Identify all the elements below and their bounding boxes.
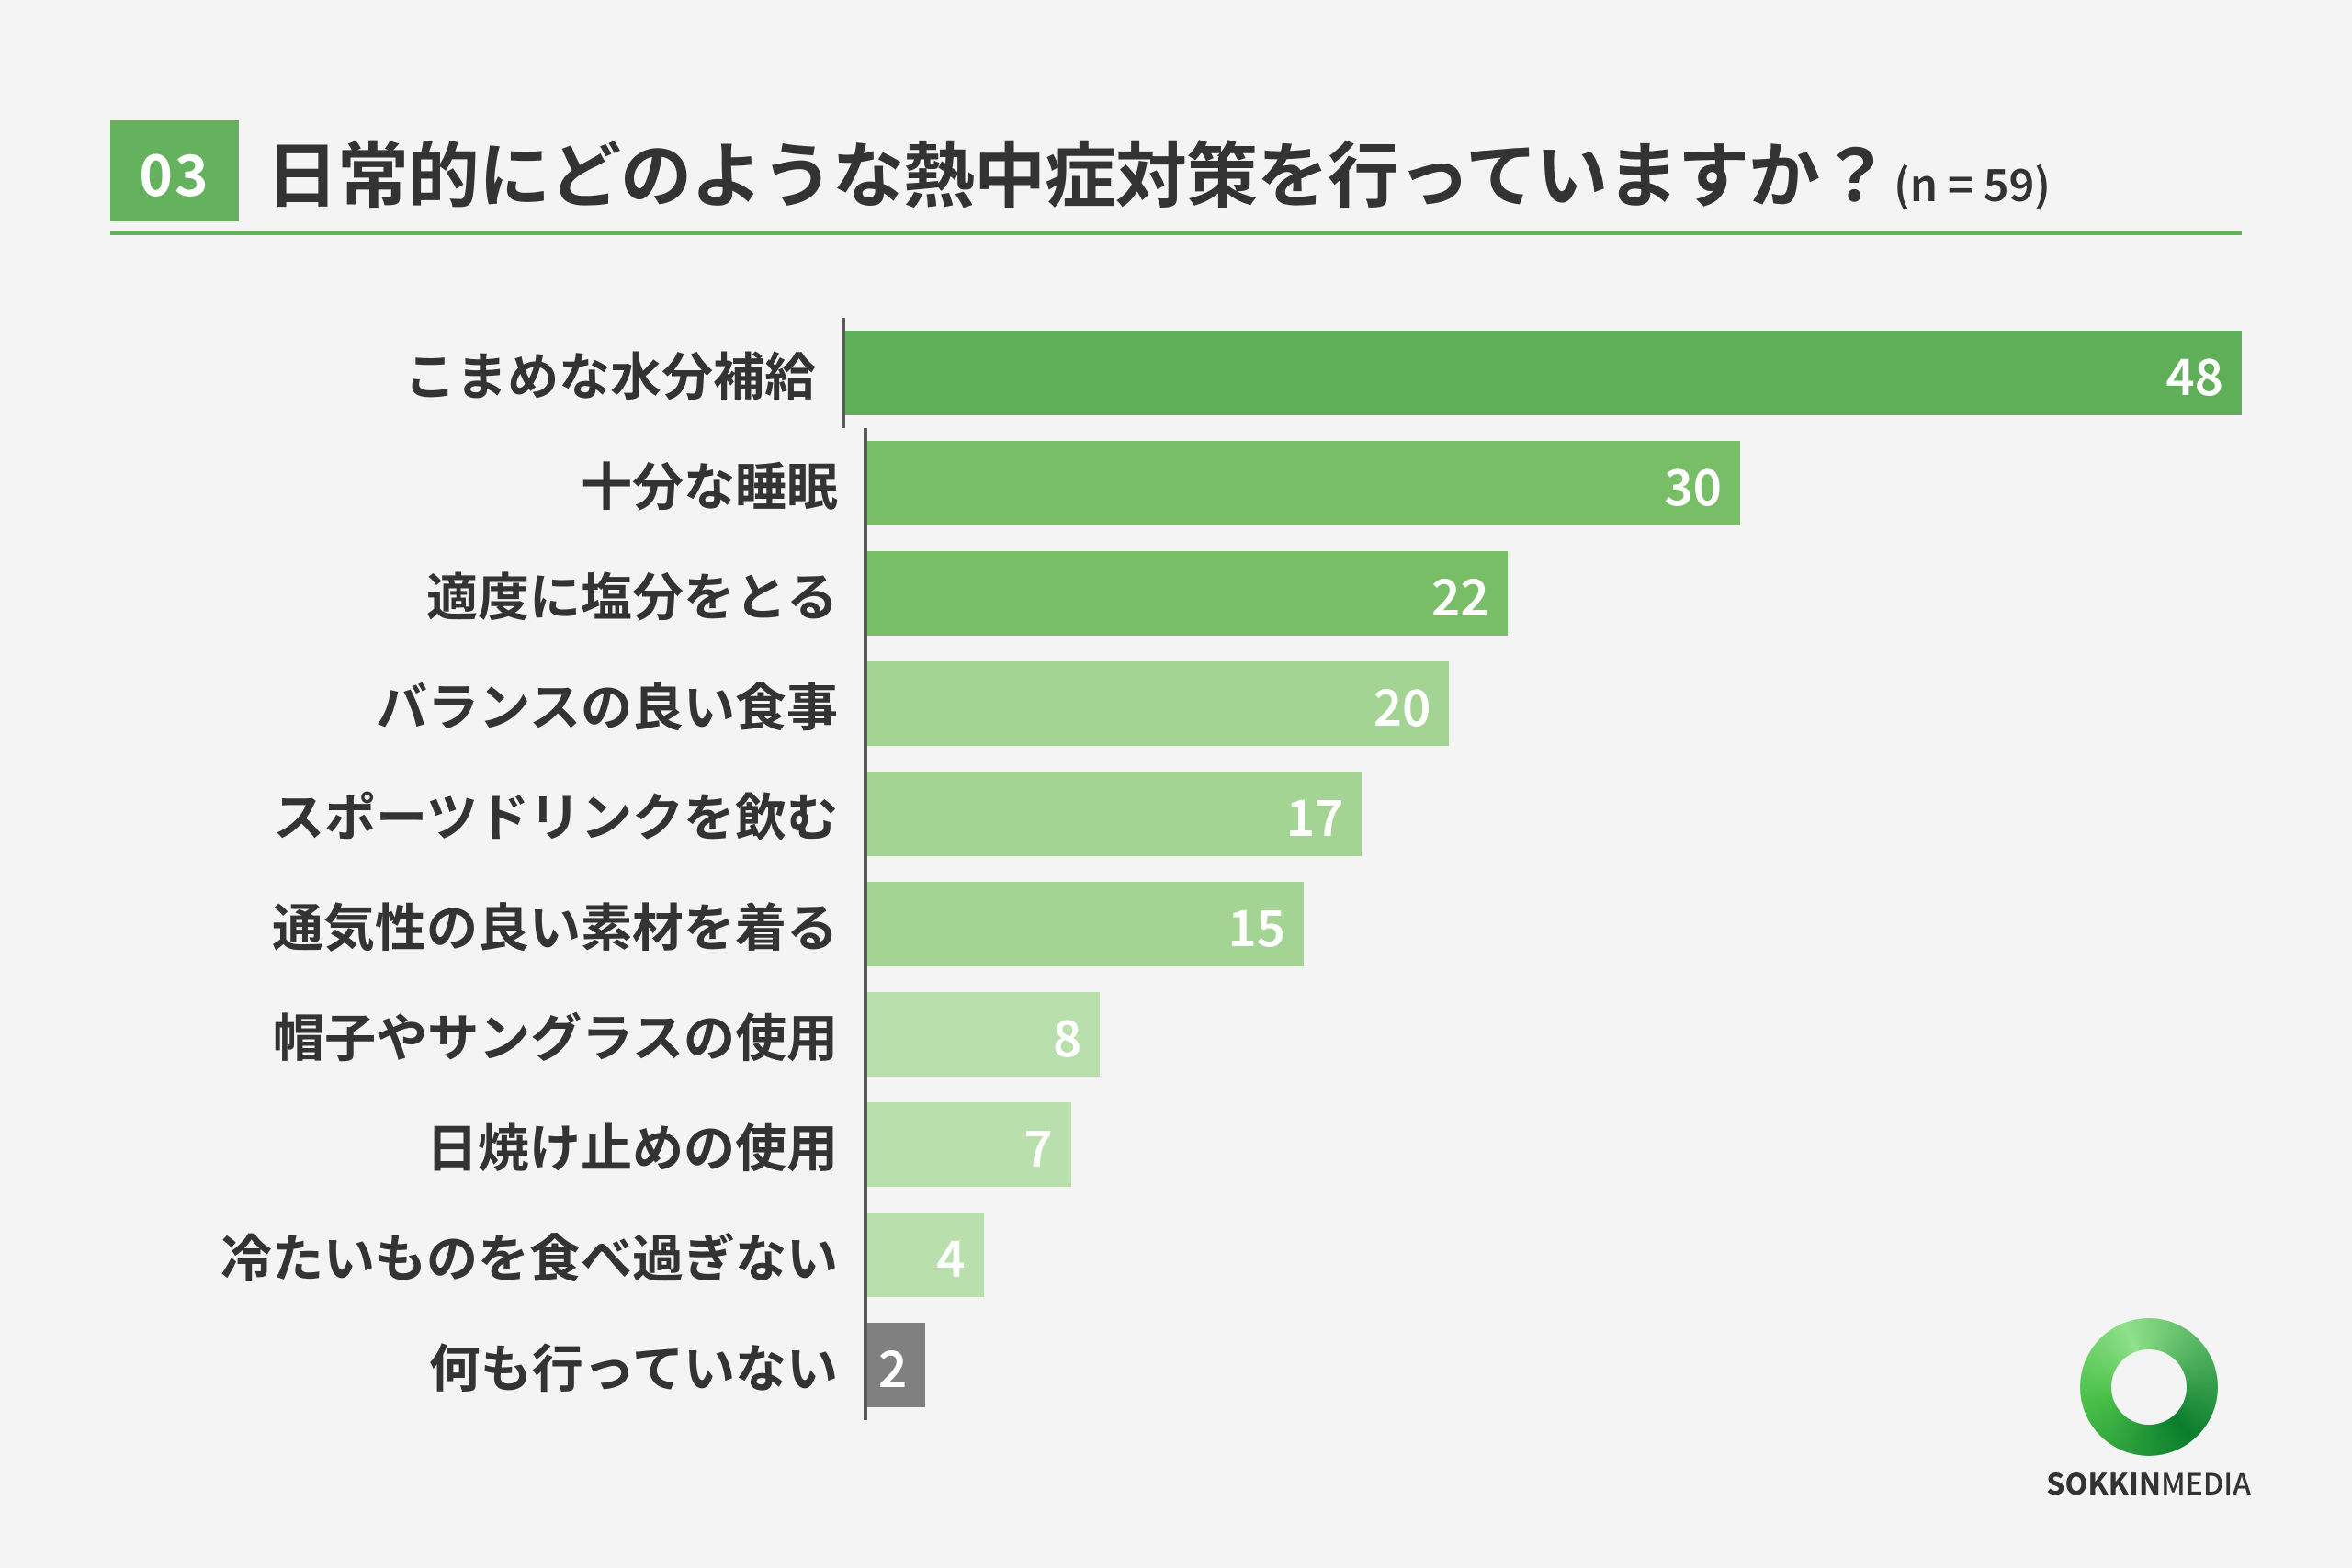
bar: 48 [845, 331, 2242, 415]
category-label: 十分な睡眠 [165, 446, 864, 521]
logo-text-bold: SOKKIN [2046, 1461, 2161, 1504]
logo-text-thin: MEDIA [2161, 1461, 2251, 1504]
bar: 8 [867, 992, 1100, 1077]
chart-row: 日焼け止めの使用 7 [165, 1089, 2242, 1200]
bar-chart: こまめな水分補給48十分な睡眠30適度に塩分をとる22バランスの良い食事20スポ… [165, 318, 2242, 1420]
question-number-badge: 03 [110, 120, 239, 221]
category-label: 日焼け止めの使用 [165, 1108, 864, 1182]
bar: 20 [867, 661, 1449, 746]
bar: 17 [867, 772, 1362, 856]
bar: 4 [867, 1213, 984, 1297]
bar-value-label: 30 [1664, 447, 1722, 520]
bar-value-label: 20 [1374, 668, 1431, 740]
header: 03 日常的にどのような熱中症対策を行っていますか？ (n = 59) [110, 119, 2242, 235]
bar-value-label: 2 [878, 1329, 907, 1402]
page: 03 日常的にどのような熱中症対策を行っていますか？ (n = 59) こまめな… [0, 0, 2352, 1568]
category-label: バランスの良い食事 [165, 667, 864, 741]
chart-row: こまめな水分補給 48 [165, 318, 2242, 428]
bar-track: 15 [867, 882, 2242, 966]
brand-logo: SOKKINMEDIA [2046, 1318, 2251, 1504]
category-label: こまめな水分補給 [165, 336, 842, 411]
bar-track: 8 [867, 992, 2242, 1077]
bar-track: 17 [867, 772, 2242, 856]
bar-value-label: 8 [1053, 998, 1081, 1071]
bar-track: 22 [867, 551, 2242, 636]
bar-value-label: 48 [2165, 337, 2223, 410]
logo-ring-icon [2080, 1318, 2218, 1456]
bar: 22 [867, 551, 1508, 636]
bar: 15 [867, 882, 1304, 966]
sample-size-label: (n = 59) [1894, 150, 2051, 214]
bar-value-label: 7 [1023, 1109, 1052, 1181]
logo-text: SOKKINMEDIA [2046, 1461, 2251, 1504]
bar-track: 2 [867, 1323, 2242, 1407]
bar-track: 30 [867, 441, 2242, 525]
bar-track: 48 [845, 331, 2242, 415]
chart-row: 冷たいものを食べ過ぎない 4 [165, 1200, 2242, 1310]
bar-value-label: 15 [1227, 888, 1285, 961]
category-label: スポーツドリンクを飲む [165, 777, 864, 852]
bar: 2 [867, 1323, 925, 1407]
chart-row: 通気性の良い素材を着る 15 [165, 869, 2242, 979]
category-label: 何も行っていない [165, 1328, 864, 1403]
title-wrap: 日常的にどのような熱中症対策を行っていますか？ (n = 59) [266, 119, 2242, 222]
bar: 7 [867, 1102, 1071, 1187]
category-label: 冷たいものを食べ過ぎない [165, 1218, 864, 1292]
chart-row: スポーツドリンクを飲む 17 [165, 759, 2242, 869]
bar: 30 [867, 441, 1740, 525]
category-label: 適度に塩分をとる [165, 557, 864, 631]
chart-row: バランスの良い食事 20 [165, 649, 2242, 759]
bar-value-label: 22 [1431, 558, 1489, 630]
category-label: 帽子やサングラスの使用 [165, 998, 864, 1072]
bar-track: 20 [867, 661, 2242, 746]
bar-value-label: 4 [936, 1219, 965, 1292]
chart-row: 適度に塩分をとる 22 [165, 538, 2242, 649]
bar-value-label: 17 [1286, 778, 1344, 851]
category-label: 通気性の良い素材を着る [165, 887, 864, 962]
bar-track: 7 [867, 1102, 2242, 1187]
question-title: 日常的にどのような熱中症対策を行っていますか？ [266, 119, 1890, 222]
chart-row: 何も行っていない2 [165, 1310, 2242, 1420]
chart-row: 帽子やサングラスの使用 8 [165, 979, 2242, 1089]
chart-row: 十分な睡眠 30 [165, 428, 2242, 538]
bar-track: 4 [867, 1213, 2242, 1297]
